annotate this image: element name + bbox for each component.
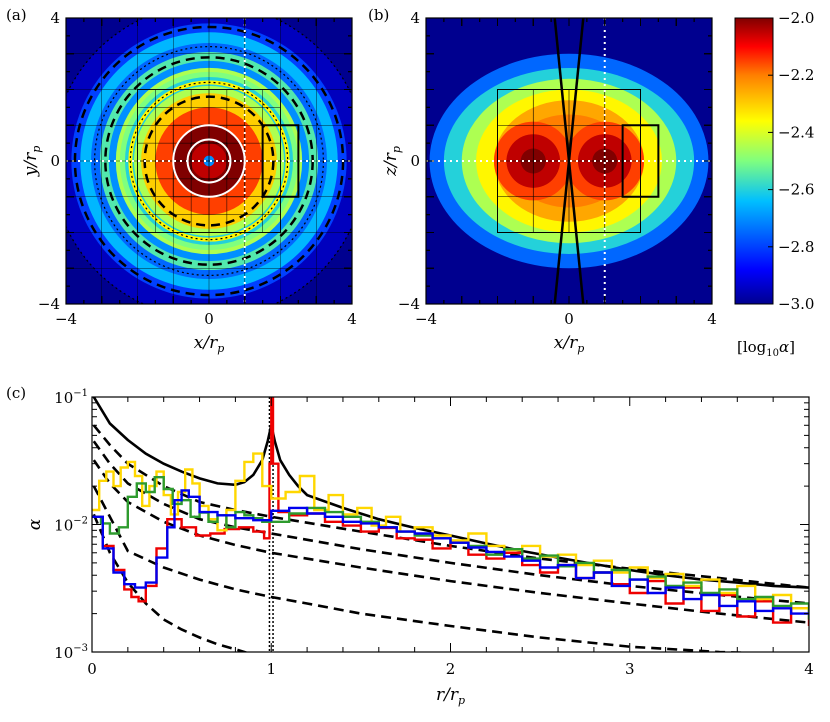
panel-b-x-tick-label: 4 — [707, 310, 717, 328]
panel-b-plot-area — [426, 18, 712, 304]
panel-a-x-axis-label: x/rp — [194, 333, 225, 355]
panel-c-x-axis-label: r/rp — [436, 685, 465, 707]
panel-b-y-tick-label: 0 — [410, 152, 420, 170]
panel-c-line-solid-black — [92, 397, 809, 589]
colorbar-tick-label: −2.0 — [778, 9, 814, 27]
panel-a-y-tick-label: −4 — [38, 295, 60, 313]
colorbar-ticks: −2.0 −2.2 −2.4 −2.6 −2.8 −3.0 — [768, 9, 814, 313]
panel-a-y-tick-label: 4 — [50, 9, 60, 27]
panel-c-line-dashed-5 — [92, 513, 249, 652]
panel-b-axes: −4−4 0 0 4 4 x/rp z/rp — [381, 9, 717, 355]
panel-a-plot-area — [66, 18, 352, 304]
colorbar-tick-label: −3.0 — [778, 295, 814, 313]
panel-b-y-tick-label: −4 — [398, 295, 420, 313]
panel-a-dotted-circle — [129, 81, 289, 241]
panel-a-x-tick-label: 0 — [204, 310, 214, 328]
panel-c-y-tick-label: 10−3 — [54, 643, 88, 662]
panel-c-line-yellow — [92, 452, 809, 610]
panel-c-line-dashed-4 — [92, 485, 762, 652]
panel-b-overlay — [426, 18, 712, 304]
colorbar-tick-label: −2.6 — [778, 181, 814, 199]
colorbar-tick-label: −2.2 — [778, 66, 814, 84]
panel-c-x-tick-label: 0 — [87, 660, 97, 678]
panel-c-y-axis-label: α — [25, 518, 45, 530]
panel-c-plot-area — [92, 397, 809, 652]
panel-a-x-tick-label: −4 — [55, 310, 77, 328]
colorbar-label: [log10α] — [737, 338, 795, 359]
panel-b-label: (b) — [368, 6, 389, 24]
panel-c-y-tick-label: 10−1 — [54, 388, 88, 407]
panel-c-series — [92, 397, 809, 652]
panel-b-planet-box — [621, 124, 660, 198]
panel-c-y-tick-label: 10−2 — [54, 516, 88, 535]
panel-c-axes: 0 1 2 3 4 10−1 10−2 10−3 r/rp α — [25, 388, 814, 707]
panel-b-grid-box — [497, 89, 641, 233]
panel-a-axes: −4−4 0 0 4 4 x/rp y/rp — [21, 9, 357, 355]
panel-b-x-tick-label: −4 — [415, 310, 437, 328]
panel-c-line-chart: (c) 0 1 2 3 4 10−1 10−2 10−3 r/rp α — [6, 384, 814, 707]
panel-b-x-axis-label: x/rp — [554, 333, 585, 355]
panel-c-line-dashed-2 — [92, 440, 809, 605]
panel-a-label: (a) — [6, 6, 27, 24]
panel-b-heatmap: (b) −4−4 0 0 4 4 x/rp z/rp — [368, 6, 717, 355]
panel-c-line-red — [92, 397, 809, 626]
panel-b-y-tick-label: 4 — [410, 9, 420, 27]
colorbar: −2.0 −2.2 −2.4 −2.6 −2.8 −3.0 [log10α] — [734, 9, 814, 359]
panel-c-line-blue — [92, 489, 809, 615]
panel-b-y-axis-label: z/rp — [381, 146, 403, 177]
panel-c-frame — [91, 396, 810, 653]
panel-a-y-tick-label: 0 — [50, 152, 60, 170]
panel-a-overlay — [66, 18, 352, 304]
panel-c-x-tick-label: 1 — [266, 660, 276, 678]
panel-a-dotted-circle — [93, 45, 325, 277]
colorbar-tick-label: −2.8 — [778, 238, 814, 256]
panel-a-planet-box — [261, 124, 300, 198]
panel-b-wedge-line — [553, 18, 585, 304]
panel-a-heatmap: (a) −4−4 0 0 4 4 x/rp y/rp — [6, 6, 357, 355]
panel-c-x-tick-label: 3 — [625, 660, 635, 678]
panel-c-line-green — [92, 476, 809, 620]
panel-b-x-tick-label: 0 — [564, 310, 574, 328]
panel-a-white-circle — [172, 124, 246, 198]
colorbar-gradient — [734, 17, 774, 305]
panel-c-x-tick-label: 4 — [804, 660, 814, 678]
panel-a-y-axis-label: y/rp — [21, 146, 43, 178]
colorbar-tick-label: −2.4 — [778, 123, 814, 141]
panel-a-x-tick-label: 4 — [347, 310, 357, 328]
panel-c-x-tick-label: 2 — [446, 660, 456, 678]
panel-c-label: (c) — [6, 384, 26, 402]
